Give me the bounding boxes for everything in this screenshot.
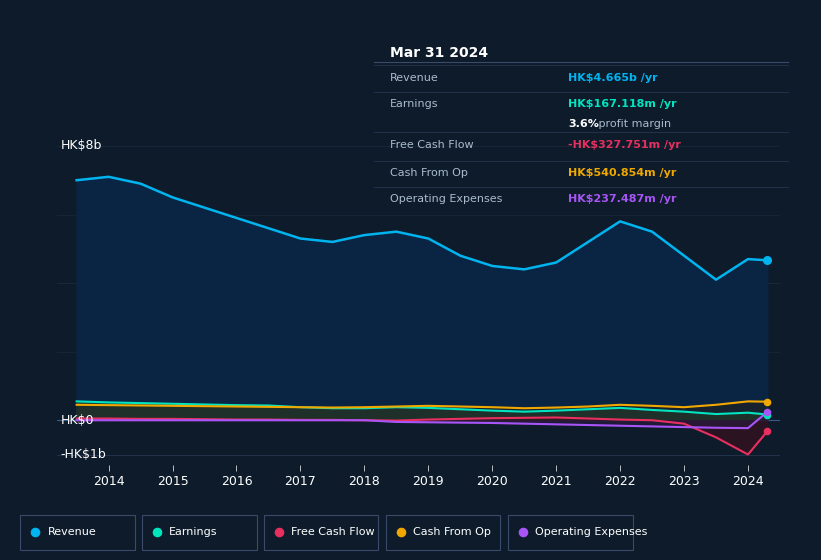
Text: Earnings: Earnings — [169, 527, 218, 537]
Point — [760, 408, 773, 417]
Text: Earnings: Earnings — [390, 99, 438, 109]
Point — [760, 256, 773, 265]
Text: HK$8b: HK$8b — [61, 139, 102, 152]
Text: HK$237.487m /yr: HK$237.487m /yr — [568, 194, 677, 204]
Point — [760, 427, 773, 436]
Text: Operating Expenses: Operating Expenses — [535, 527, 648, 537]
Text: Free Cash Flow: Free Cash Flow — [390, 140, 474, 150]
Text: profit margin: profit margin — [595, 119, 672, 129]
Text: HK$0: HK$0 — [61, 414, 94, 427]
Text: Cash From Op: Cash From Op — [390, 168, 468, 178]
Text: Operating Expenses: Operating Expenses — [390, 194, 502, 204]
Text: HK$540.854m /yr: HK$540.854m /yr — [568, 168, 677, 178]
Point — [516, 528, 530, 536]
Text: HK$4.665b /yr: HK$4.665b /yr — [568, 73, 658, 83]
Point — [150, 528, 163, 536]
Point — [394, 528, 407, 536]
Text: Mar 31 2024: Mar 31 2024 — [390, 46, 488, 60]
Text: Revenue: Revenue — [48, 527, 96, 537]
Point — [29, 528, 42, 536]
Text: HK$167.118m /yr: HK$167.118m /yr — [568, 99, 677, 109]
Text: -HK$1b: -HK$1b — [61, 448, 107, 461]
Point — [760, 397, 773, 406]
Text: -HK$327.751m /yr: -HK$327.751m /yr — [568, 140, 681, 150]
Text: Free Cash Flow: Free Cash Flow — [291, 527, 375, 537]
Text: Revenue: Revenue — [390, 73, 439, 83]
Point — [760, 410, 773, 419]
Text: 3.6%: 3.6% — [568, 119, 599, 129]
Text: Cash From Op: Cash From Op — [413, 527, 491, 537]
Point — [273, 528, 286, 536]
